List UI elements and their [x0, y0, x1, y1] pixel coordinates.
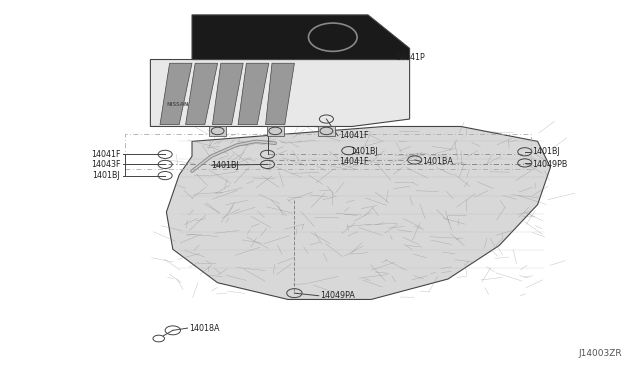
Text: 14041P: 14041P: [396, 53, 425, 62]
Polygon shape: [160, 63, 192, 125]
Polygon shape: [186, 63, 218, 125]
Text: 1401BJ: 1401BJ: [93, 171, 120, 180]
Text: 1401BJ: 1401BJ: [350, 147, 378, 156]
Text: 14041F: 14041F: [91, 150, 120, 159]
Text: NISSAN: NISSAN: [166, 102, 189, 107]
Text: 14041F: 14041F: [339, 131, 369, 140]
Polygon shape: [209, 126, 226, 136]
Polygon shape: [238, 63, 269, 125]
Polygon shape: [150, 60, 410, 126]
Text: 14018A: 14018A: [189, 324, 220, 333]
Text: 1401BA: 1401BA: [422, 157, 453, 166]
Polygon shape: [192, 15, 410, 60]
Text: 14049PB: 14049PB: [532, 160, 568, 169]
Polygon shape: [267, 126, 284, 136]
Polygon shape: [166, 126, 550, 299]
Text: J14003ZR: J14003ZR: [579, 349, 622, 358]
Polygon shape: [318, 126, 335, 136]
Polygon shape: [266, 63, 294, 125]
Text: 1401BJ: 1401BJ: [211, 161, 239, 170]
Text: 1401BJ: 1401BJ: [532, 147, 560, 156]
Polygon shape: [212, 63, 243, 125]
Text: 14043F: 14043F: [91, 160, 120, 169]
Text: 14041F: 14041F: [339, 157, 369, 166]
Text: 14049PA: 14049PA: [320, 291, 355, 300]
